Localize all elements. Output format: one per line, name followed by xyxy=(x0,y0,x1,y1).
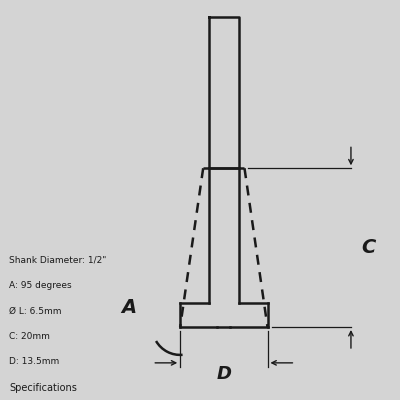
Text: Shank Diameter: 1/2": Shank Diameter: 1/2" xyxy=(9,256,107,265)
Text: C: 20mm: C: 20mm xyxy=(9,332,50,341)
Text: D: 13.5mm: D: 13.5mm xyxy=(9,357,60,366)
Text: A: 95 degrees: A: 95 degrees xyxy=(9,281,72,290)
Text: Ø L: 6.5mm: Ø L: 6.5mm xyxy=(9,306,62,316)
Text: Specifications: Specifications xyxy=(9,383,77,393)
Text: C: C xyxy=(361,238,375,257)
Text: D: D xyxy=(216,365,231,383)
Text: A: A xyxy=(121,298,136,317)
